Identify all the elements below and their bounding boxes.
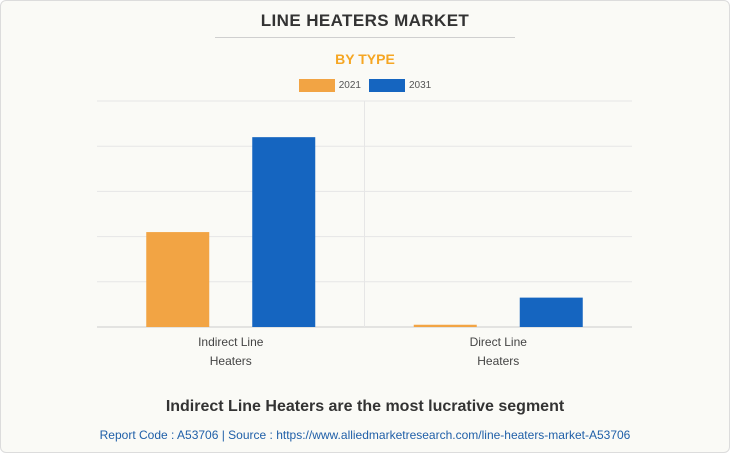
- footer-headline: Indirect Line Heaters are the most lucra…: [165, 398, 565, 415]
- bar-2021-0[interactable]: [146, 232, 210, 327]
- bar-2021-1[interactable]: [413, 324, 477, 327]
- chart-legend: 2021 2031: [0, 79, 730, 92]
- legend-item-2031[interactable]: 2031: [369, 79, 431, 92]
- legend-swatch-2031: [369, 79, 405, 92]
- chart-title: LINE HEATERS MARKET: [260, 11, 470, 30]
- bar-2031-0[interactable]: [252, 137, 316, 327]
- legend-item-2021[interactable]: 2021: [298, 79, 361, 92]
- footer-source[interactable]: Report Code : A53706 | Source : https://…: [99, 428, 631, 442]
- bar-2031-1[interactable]: [519, 297, 583, 327]
- legend-swatch-2021: [298, 79, 335, 92]
- x-tick-label-0-1: Heaters: [210, 354, 252, 368]
- x-tick-label-1-1: Heaters: [477, 354, 519, 368]
- x-tick-label-0-0: Indirect Line: [198, 335, 264, 349]
- title-divider: [215, 37, 515, 38]
- chart-bars: [146, 137, 583, 327]
- x-axis-labels: Indirect Line Heaters Direct Line Heaters: [198, 335, 527, 368]
- chart-subtitle: BY TYPE: [335, 51, 395, 67]
- legend-label-2031: 2031: [409, 80, 432, 91]
- x-tick-label-1-0: Direct Line: [470, 335, 528, 349]
- legend-label-2021: 2021: [338, 80, 361, 91]
